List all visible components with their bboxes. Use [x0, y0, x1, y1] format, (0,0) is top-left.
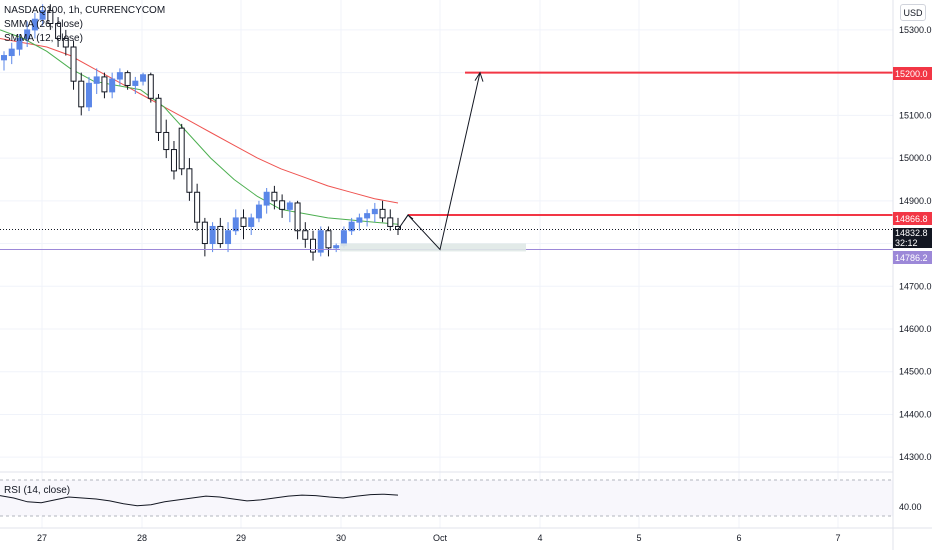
candles — [1, 4, 401, 261]
candle-body — [364, 213, 371, 219]
resistance-price-tag: 14866.8 — [893, 212, 932, 225]
candle-body — [101, 76, 108, 93]
time-tick-label: 29 — [236, 533, 246, 543]
time-tick-label: 30 — [336, 533, 346, 543]
candle-body — [248, 217, 255, 227]
candle-body — [163, 131, 170, 151]
smma-slow-label[interactable]: SMMA (26, close) — [4, 19, 83, 30]
candle-body — [1, 55, 7, 61]
candle-body — [116, 72, 123, 80]
time-tick-label: Oct — [433, 533, 448, 543]
candle-body — [24, 29, 31, 39]
candle-body — [279, 200, 286, 210]
candle-body — [286, 202, 293, 210]
time-tick-label: 28 — [137, 533, 147, 543]
price-tick-label: 14600.0 — [899, 324, 932, 334]
candle-body — [325, 230, 332, 249]
candle-body — [55, 23, 62, 39]
time-axis[interactable]: 27 28 29 30 Oct 4 5 6 7 — [37, 533, 841, 543]
candle-body — [109, 78, 116, 93]
candle-body — [85, 82, 92, 108]
smma-fast-line — [0, 29, 399, 225]
support-price-tag: 14786.2 — [893, 251, 932, 264]
candle-body — [255, 204, 262, 219]
candle-body — [155, 97, 162, 133]
candle-body — [371, 208, 378, 215]
candle-body — [170, 149, 177, 172]
time-tick-label: 6 — [736, 533, 741, 543]
price-tick-label: 14500.0 — [899, 367, 932, 377]
rsi-label[interactable]: RSI (14, close) — [4, 485, 71, 496]
price-tick-label: 14400.0 — [899, 409, 932, 419]
smma-fast-label[interactable]: SMMA (12, close) — [4, 33, 83, 44]
grid — [0, 0, 893, 528]
candle-body — [8, 48, 15, 57]
candle-body — [271, 191, 278, 202]
price-tick-label: 14900.0 — [899, 196, 932, 206]
candle-body — [93, 76, 100, 84]
candle-body — [348, 221, 355, 232]
time-tick-label: 4 — [537, 533, 542, 543]
candle-body — [140, 74, 147, 82]
rsi-tick-label: 40.00 — [899, 502, 922, 512]
price-tick-label: 14700.0 — [899, 281, 932, 291]
candle-body — [194, 191, 201, 223]
chart-legend: NASDAQ100, 1h, CURRENCYCOM SMMA (26, clo… — [4, 4, 165, 46]
candle-body — [240, 217, 247, 227]
candle-body — [47, 10, 54, 24]
projection-path[interactable] — [397, 72, 481, 251]
candle-body — [333, 245, 340, 249]
candle-body — [62, 37, 69, 48]
candle-body — [70, 46, 77, 82]
support-zone[interactable] — [340, 243, 526, 252]
candle-body — [201, 221, 208, 245]
price-tick-label: 14300.0 — [899, 452, 932, 462]
projection-start-arrowhead — [403, 214, 414, 222]
bar-countdown: 32:12 — [895, 238, 918, 248]
candle-body — [209, 225, 216, 245]
time-tick-label: 27 — [37, 533, 47, 543]
target-price-tag: 15200.0 — [893, 67, 932, 80]
candle-body — [217, 225, 224, 245]
candle-body — [78, 80, 85, 108]
last-price-value: 14832.8 — [895, 228, 928, 238]
price-tick-label: 15100.0 — [899, 110, 932, 120]
candle-body — [310, 238, 317, 253]
candle-body — [147, 74, 154, 99]
candle-body — [178, 127, 185, 170]
currency-button[interactable]: USD — [900, 4, 926, 21]
candle-body — [317, 230, 324, 253]
candle-body — [302, 230, 309, 240]
candle-body — [16, 37, 23, 50]
candle-body — [186, 168, 193, 193]
candle-body — [294, 202, 301, 232]
symbol-label[interactable]: NASDAQ100, 1h, CURRENCYCOM — [4, 5, 166, 16]
candle-body — [232, 217, 239, 232]
projection-arrowhead — [474, 71, 484, 82]
rsi-pane[interactable]: 40.00 — [0, 471, 922, 517]
smma-slow-line — [0, 38, 399, 204]
price-tick-label: 15300.0 — [899, 25, 932, 35]
price-tick-label: 15000.0 — [899, 153, 932, 163]
time-tick-label: 5 — [636, 533, 641, 543]
candle-body — [39, 10, 46, 20]
candle-body — [387, 217, 394, 227]
last-price-tag: 14832.8 32:12 — [893, 228, 932, 248]
candle-body — [379, 208, 386, 219]
candle-body — [31, 18, 38, 31]
candle-body — [263, 191, 270, 206]
candle-body — [340, 230, 347, 247]
candle-body — [356, 217, 363, 223]
rsi-line — [0, 493, 399, 507]
candle-body — [225, 230, 232, 245]
candle-body — [124, 72, 131, 86]
candle-body — [132, 80, 139, 86]
time-tick-label: 7 — [835, 533, 840, 543]
